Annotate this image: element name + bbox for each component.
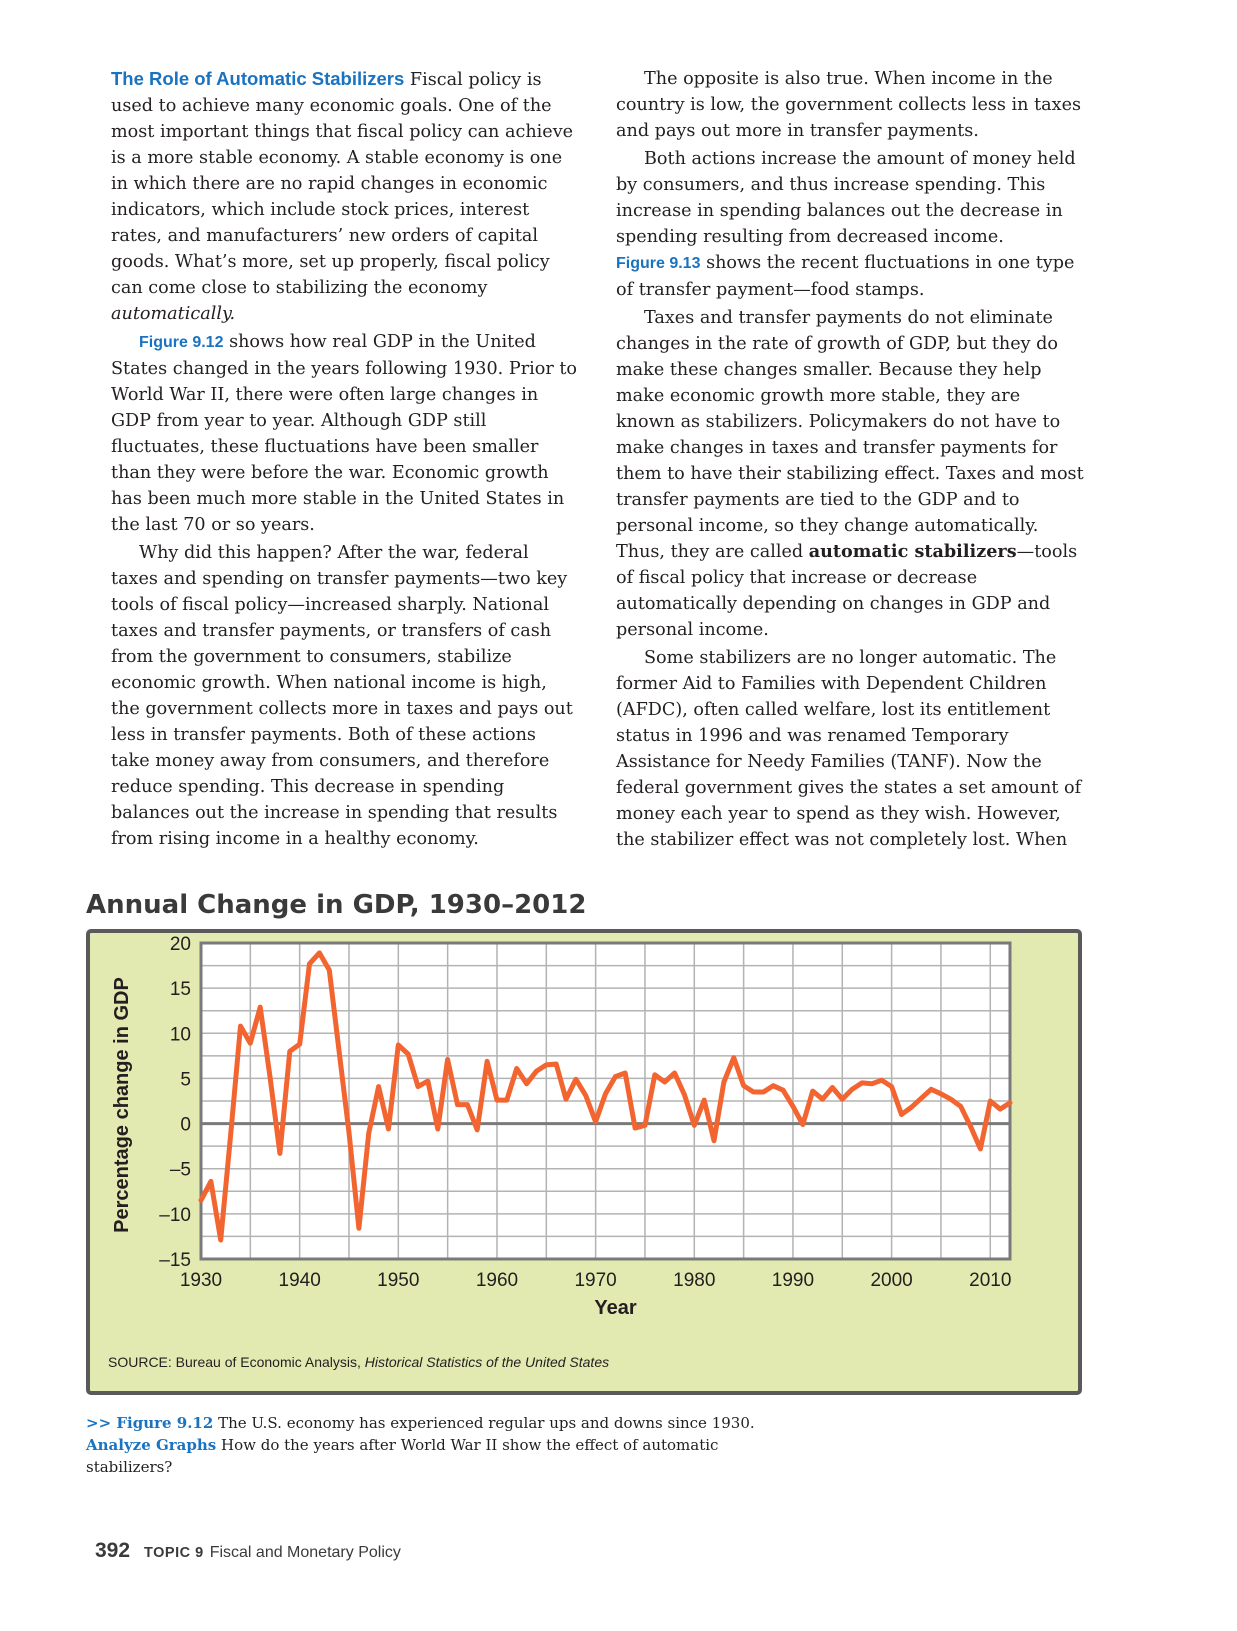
key-term: automatic stabilizers	[808, 541, 1017, 562]
topic-label: TOPIC 9	[144, 1545, 204, 1561]
analyze-graphs-question: How do the years after World War II show…	[86, 1436, 719, 1476]
paragraph-4: The opposite is also true. When income i…	[616, 69, 1082, 141]
paragraph-1: The Role of Automatic Stabilizers Fiscal…	[111, 66, 579, 327]
x-axis-label: Year	[594, 1297, 636, 1319]
caption-text: The U.S. economy has experienced regular…	[213, 1414, 755, 1432]
paragraph-6-tail: —tools of fiscal policy that increase or…	[616, 542, 1078, 640]
x-tick-label: 1960	[476, 1270, 518, 1291]
paragraph-1-text: Fiscal policy is used to achieve many ec…	[111, 70, 574, 298]
left-text-column: The Role of Automatic Stabilizers Fiscal…	[111, 66, 579, 854]
paragraph-3: Why did this happen? After the war, fede…	[111, 543, 573, 849]
figure-9-13-link[interactable]: Figure 9.13	[616, 255, 701, 272]
y-tick-label: 0	[180, 1115, 191, 1136]
paragraph-2: Figure 9.12 shows how real GDP in the Un…	[111, 329, 579, 538]
right-text-column: The opposite is also true. When income i…	[616, 66, 1084, 855]
y-tick-label: –5	[170, 1160, 191, 1181]
x-tick-label: 1940	[279, 1270, 321, 1291]
y-tick-label: 5	[180, 1069, 191, 1090]
topic-title: Fiscal and Monetary Policy	[209, 1544, 401, 1561]
caption-marker: >>	[86, 1414, 117, 1432]
x-tick-label: 1970	[574, 1270, 616, 1291]
y-tick-label: 20	[170, 934, 191, 955]
chart-panel: 20 15 10 5 0 –5 –10 –15 1930 1940 1950 1960 1970 1980…	[86, 929, 1082, 1395]
paragraph-5: Both actions increase the amount of mone…	[616, 146, 1084, 303]
y-tick-label: 15	[170, 979, 191, 1000]
y-tick-label: 10	[170, 1024, 191, 1045]
figure-caption: >> Figure 9.12 The U.S. economy has expe…	[86, 1412, 786, 1478]
source-title: Historical Statistics of the United Stat…	[364, 1354, 610, 1370]
source-prefix: SOURCE: Bureau of Economic Analysis,	[108, 1354, 365, 1370]
paragraph-1-emphasis: automatically.	[111, 304, 236, 324]
x-tick-label: 2000	[870, 1270, 912, 1291]
x-tick-label: 1950	[377, 1270, 419, 1291]
figure-9-12-link[interactable]: Figure 9.12	[139, 334, 224, 351]
section-heading: The Role of Automatic Stabilizers	[111, 68, 405, 89]
chart-title: Annual Change in GDP, 1930–2012	[86, 890, 587, 920]
y-tick-label: –10	[159, 1205, 191, 1226]
page-footer: 392 TOPIC 9 Fiscal and Monetary Policy	[95, 1539, 401, 1563]
x-tick-label: 1990	[772, 1270, 814, 1291]
paragraph-6: Taxes and transfer payments do not elimi…	[616, 305, 1084, 643]
y-axis-label: Percentage change in GDP	[111, 977, 133, 1233]
paragraph-5-text: Both actions increase the amount of mone…	[616, 149, 1076, 247]
chart-source: SOURCE: Bureau of Economic Analysis, His…	[108, 1354, 609, 1370]
x-tick-label: 1980	[673, 1270, 715, 1291]
paragraph-2-text: shows how real GDP in the United States …	[111, 332, 577, 535]
y-tick-label: –15	[159, 1250, 191, 1271]
paragraph-5-tail: shows the recent fluctuations in one typ…	[616, 253, 1075, 300]
x-tick-label: 2010	[969, 1270, 1011, 1291]
paragraph-7: Some stabilizers are no longer automatic…	[616, 648, 1082, 850]
paragraph-6-text: Taxes and transfer payments do not elimi…	[616, 308, 1084, 562]
x-tick-label: 1930	[180, 1270, 222, 1291]
page-number: 392	[95, 1539, 131, 1562]
caption-figure-ref: Figure 9.12	[116, 1414, 214, 1432]
analyze-graphs-label: Analyze Graphs	[86, 1436, 217, 1454]
gdp-series-line	[198, 950, 1013, 1243]
